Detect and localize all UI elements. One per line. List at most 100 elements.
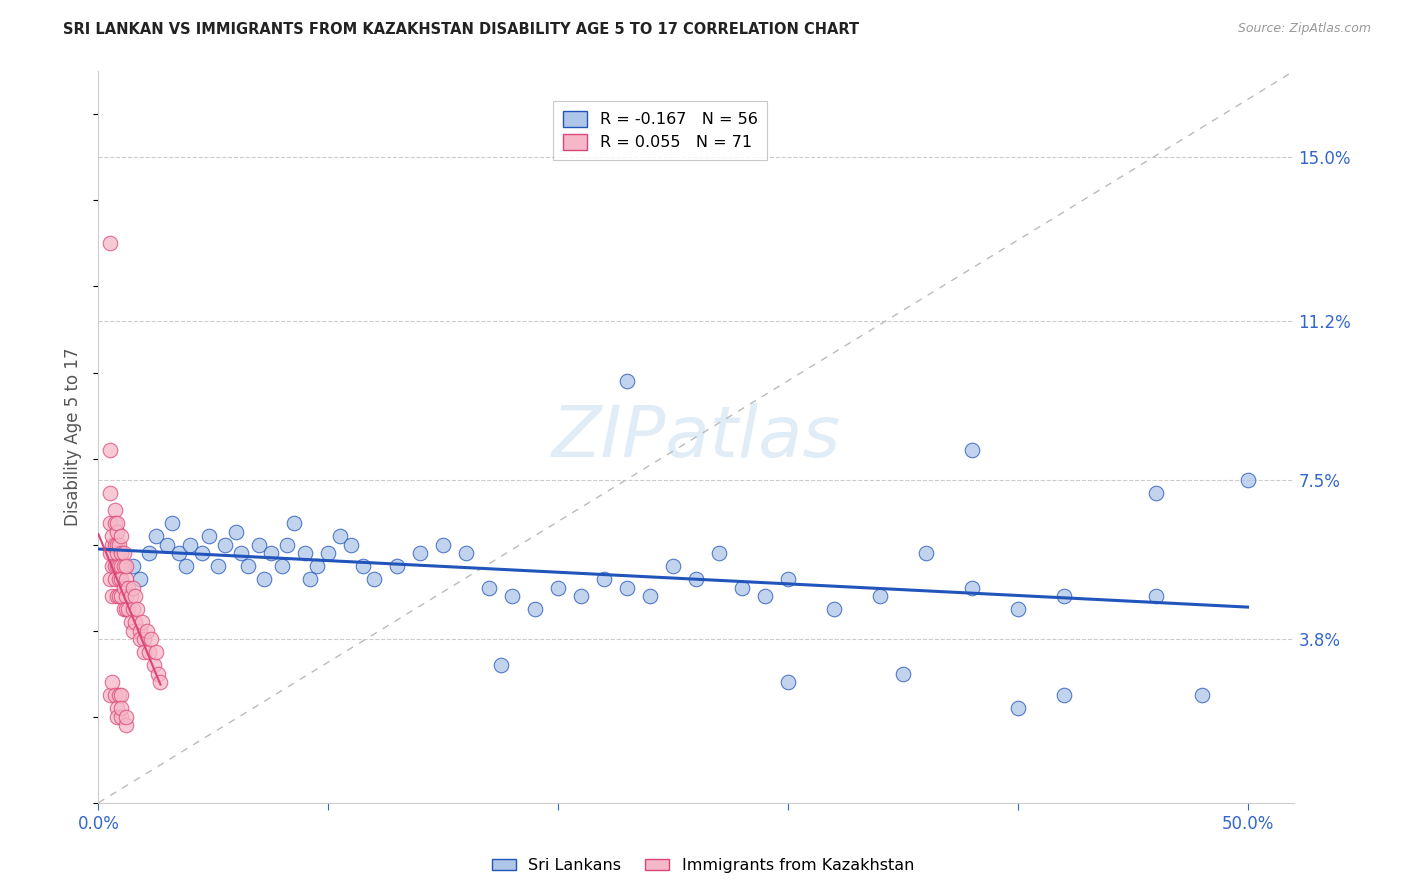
Point xyxy=(115,572,138,586)
Point xyxy=(960,581,983,595)
Point xyxy=(112,581,135,595)
Legend: Sri Lankans, Immigrants from Kazakhstan: Sri Lankans, Immigrants from Kazakhstan xyxy=(485,852,921,880)
Point xyxy=(110,546,132,560)
Point xyxy=(145,529,167,543)
Point xyxy=(110,589,132,603)
Point xyxy=(869,589,891,603)
Point xyxy=(1007,602,1029,616)
Point xyxy=(105,701,128,715)
Point xyxy=(138,645,160,659)
Point xyxy=(225,524,247,539)
Point xyxy=(363,572,385,586)
Point xyxy=(124,589,146,603)
Point xyxy=(174,559,197,574)
Point xyxy=(108,589,131,603)
Point xyxy=(638,589,661,603)
Point xyxy=(101,559,124,574)
Point xyxy=(103,572,125,586)
Point xyxy=(105,516,128,530)
Point xyxy=(329,529,352,543)
Point xyxy=(110,688,132,702)
Point xyxy=(478,581,501,595)
Point xyxy=(110,546,132,560)
Point xyxy=(385,559,409,574)
Point xyxy=(707,546,730,560)
Point xyxy=(105,559,128,574)
Point xyxy=(685,572,707,586)
Point xyxy=(197,529,219,543)
Point xyxy=(662,559,685,574)
Point xyxy=(432,538,454,552)
Point xyxy=(776,675,799,690)
Point xyxy=(1236,473,1258,487)
Point xyxy=(547,581,569,595)
Point xyxy=(115,602,138,616)
Point xyxy=(409,546,432,560)
Point xyxy=(1191,688,1213,702)
Point xyxy=(115,710,138,724)
Text: Source: ZipAtlas.com: Source: ZipAtlas.com xyxy=(1237,22,1371,36)
Point xyxy=(98,688,121,702)
Point xyxy=(616,581,638,595)
Text: ZIPatlas: ZIPatlas xyxy=(551,402,841,472)
Point xyxy=(260,546,283,560)
Point xyxy=(501,589,523,603)
Point xyxy=(108,688,131,702)
Point xyxy=(98,546,121,560)
Point xyxy=(108,538,131,552)
Point xyxy=(352,559,374,574)
Point xyxy=(101,529,124,543)
Point xyxy=(105,710,128,724)
Point xyxy=(120,615,142,629)
Point xyxy=(122,624,145,638)
Point xyxy=(236,559,259,574)
Y-axis label: Disability Age 5 to 17: Disability Age 5 to 17 xyxy=(65,348,83,526)
Point xyxy=(98,572,121,586)
Point xyxy=(117,581,139,595)
Point xyxy=(891,666,914,681)
Point xyxy=(98,486,121,500)
Point xyxy=(128,632,150,647)
Point xyxy=(340,538,363,552)
Point xyxy=(105,538,128,552)
Point xyxy=(98,442,121,457)
Point xyxy=(131,615,153,629)
Point xyxy=(112,602,135,616)
Point xyxy=(124,615,146,629)
Point xyxy=(103,503,125,517)
Point xyxy=(110,701,132,715)
Point xyxy=(960,442,983,457)
Point xyxy=(1053,688,1076,702)
Point xyxy=(105,546,128,560)
Point xyxy=(298,572,321,586)
Point xyxy=(122,602,145,616)
Point xyxy=(179,538,201,552)
Point xyxy=(149,675,172,690)
Point xyxy=(1007,701,1029,715)
Point xyxy=(110,529,132,543)
Point xyxy=(823,602,845,616)
Point xyxy=(115,559,138,574)
Point xyxy=(110,559,132,574)
Point xyxy=(105,524,128,539)
Point xyxy=(112,559,135,574)
Point xyxy=(101,675,124,690)
Point xyxy=(101,538,124,552)
Point xyxy=(115,589,138,603)
Point xyxy=(294,546,316,560)
Point xyxy=(731,581,754,595)
Point xyxy=(103,559,125,574)
Point xyxy=(160,516,183,530)
Point xyxy=(115,718,138,732)
Point xyxy=(127,602,149,616)
Point xyxy=(524,602,547,616)
Point xyxy=(122,581,145,595)
Point xyxy=(134,645,156,659)
Point xyxy=(316,546,339,560)
Point xyxy=(569,589,592,603)
Point xyxy=(489,658,512,673)
Point xyxy=(776,572,799,586)
Point xyxy=(101,589,124,603)
Point xyxy=(148,666,170,681)
Point xyxy=(128,624,150,638)
